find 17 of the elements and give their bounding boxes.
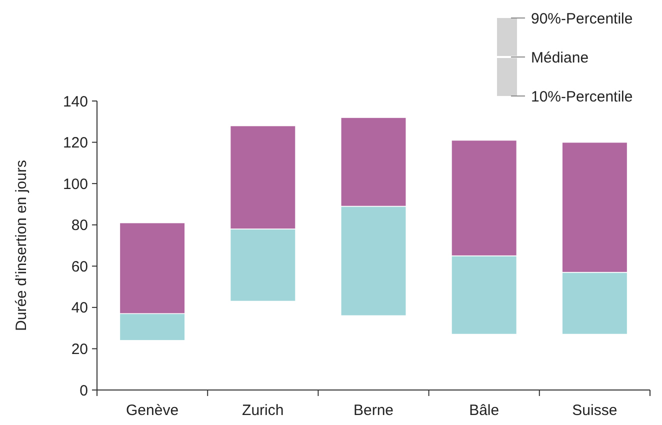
x-tick-label: Zurich	[242, 402, 284, 419]
y-axis-title: Durée d’insertion en jours	[13, 160, 30, 331]
y-tick-label: 60	[71, 258, 88, 276]
y-tick-label: 0	[80, 382, 88, 400]
y-tick-label: 120	[62, 134, 88, 152]
text: Médiane	[531, 49, 589, 66]
x-tick-label: Berne	[353, 402, 394, 419]
text: 90%-Percentile	[531, 10, 633, 28]
x-tick-label: Genève	[126, 402, 179, 419]
annotation: 10%-Percentile	[531, 88, 633, 106]
y-tick-label: 20	[71, 340, 88, 358]
x-tick-label: Bâle	[469, 402, 500, 419]
y-tick-label: 100	[62, 176, 88, 193]
y-tick-label: 80	[71, 217, 88, 234]
x-tick-label: Suisse	[572, 402, 618, 419]
y-tick-label: 140	[62, 93, 88, 110]
y-tick-label: 40	[71, 300, 88, 317]
